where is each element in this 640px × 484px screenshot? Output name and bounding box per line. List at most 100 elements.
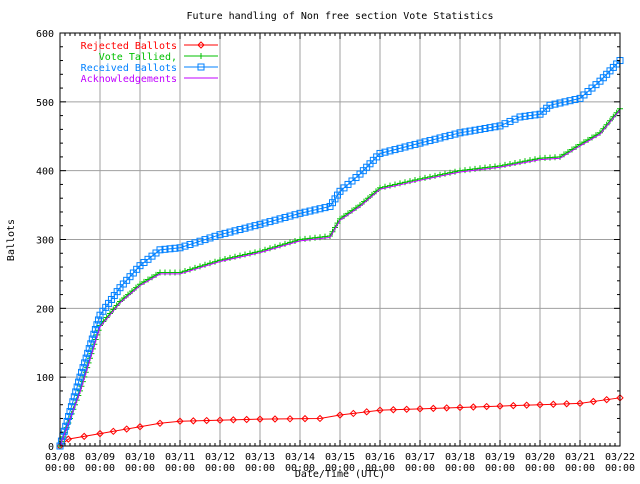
data-point [311, 206, 319, 214]
data-point [521, 112, 529, 120]
data-point [282, 240, 288, 247]
data-point [122, 425, 131, 433]
data-point [467, 166, 473, 173]
data-point [402, 405, 411, 413]
data-point [602, 395, 611, 404]
data-point [502, 161, 508, 168]
data-point [301, 414, 309, 423]
x-tick-date: 03/21 [565, 452, 595, 463]
data-point [566, 97, 574, 105]
data-point [426, 137, 434, 145]
data-point [391, 146, 399, 154]
data-point [447, 169, 453, 176]
data-point [85, 345, 93, 353]
data-point [401, 143, 409, 151]
data-point [302, 235, 308, 242]
data-point [256, 220, 264, 228]
data-point [186, 240, 194, 248]
data-point [297, 236, 303, 243]
data-point [211, 232, 219, 240]
data-point [207, 260, 213, 267]
data-point [549, 400, 558, 408]
data-point [432, 172, 438, 179]
data-point [287, 239, 293, 246]
y-tick-label: 600 [36, 29, 54, 40]
data-point [216, 416, 224, 424]
data-point [556, 99, 564, 107]
legend-marker [197, 63, 205, 71]
data-point [491, 123, 499, 131]
data-point [576, 399, 584, 408]
data-point [532, 156, 538, 163]
data-point [349, 409, 358, 418]
data-point [90, 330, 98, 338]
x-tick-date: 03/11 [165, 452, 195, 463]
data-point [222, 256, 228, 263]
data-point [551, 100, 559, 108]
x-tick-date: 03/20 [525, 452, 555, 463]
data-point [187, 266, 193, 273]
data-point [376, 149, 384, 157]
data-point [231, 227, 239, 235]
x-tick-time: 00:00 [405, 463, 435, 474]
data-point [477, 165, 483, 172]
data-point [527, 157, 533, 164]
legend-label: Vote Tallied, [99, 52, 177, 63]
x-tick-time: 00:00 [445, 463, 475, 474]
x-tick-time: 00:00 [605, 463, 635, 474]
data-point [427, 173, 433, 180]
data-point [181, 242, 189, 250]
data-point [201, 236, 209, 244]
data-point [411, 140, 419, 148]
series-acknowledgements [59, 109, 621, 447]
data-point [336, 411, 344, 419]
data-point [72, 388, 80, 396]
data-point [597, 129, 603, 136]
data-point [457, 167, 463, 174]
data-point [486, 124, 494, 132]
data-point [316, 205, 324, 213]
data-point [196, 237, 204, 245]
data-point [362, 408, 371, 416]
data-point [531, 111, 539, 119]
legend-marker [197, 41, 205, 49]
data-point [441, 133, 449, 141]
x-tick-date: 03/17 [405, 452, 435, 463]
data-point [487, 164, 493, 171]
data-point [281, 213, 289, 221]
data-point [171, 244, 179, 252]
data-point [589, 397, 598, 406]
x-tick-date: 03/22 [605, 452, 635, 463]
data-point [466, 127, 474, 135]
data-point [389, 406, 398, 414]
data-point [247, 250, 253, 257]
data-point [526, 112, 534, 120]
data-point [256, 415, 264, 423]
data-point [402, 179, 408, 186]
data-point [261, 219, 269, 227]
data-point [182, 267, 188, 274]
x-tick-time: 00:00 [565, 463, 595, 474]
data-point [301, 208, 309, 216]
data-point [93, 321, 101, 329]
legend-label: Rejected Ballots [81, 41, 177, 52]
data-point [81, 359, 89, 367]
data-point [322, 233, 328, 240]
data-point [307, 235, 313, 242]
data-point [94, 316, 102, 324]
data-point [512, 160, 518, 167]
data-point [78, 368, 86, 376]
data-point [277, 242, 283, 249]
data-point [252, 249, 258, 256]
series-line [59, 397, 621, 447]
data-point [509, 401, 518, 410]
data-point [437, 171, 443, 178]
data-point [84, 349, 92, 357]
data-point [271, 216, 279, 224]
x-tick-date: 03/10 [125, 452, 155, 463]
x-tick-date: 03/13 [245, 452, 275, 463]
x-tick-time: 00:00 [365, 463, 395, 474]
data-point [472, 165, 478, 172]
data-point [251, 222, 259, 230]
